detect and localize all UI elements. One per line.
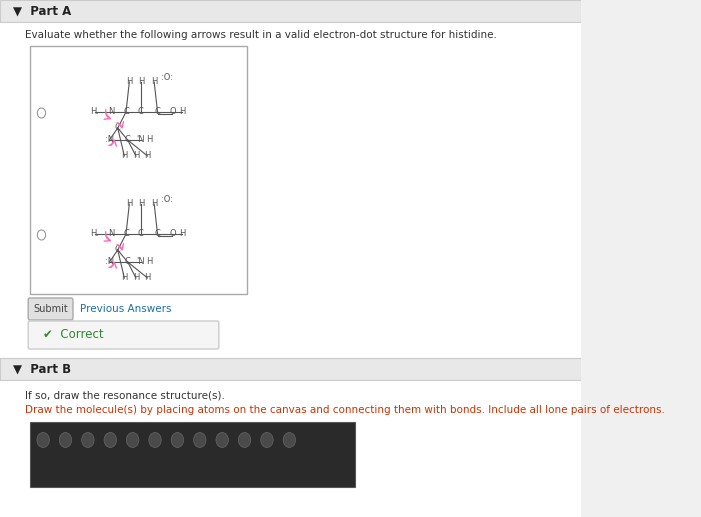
Circle shape — [171, 433, 184, 448]
Text: Previous Answers: Previous Answers — [80, 304, 171, 314]
FancyBboxPatch shape — [30, 422, 355, 487]
Text: H: H — [121, 273, 128, 282]
FancyBboxPatch shape — [28, 298, 73, 320]
Circle shape — [149, 433, 161, 448]
Text: O: O — [169, 108, 176, 116]
Circle shape — [193, 433, 206, 448]
Text: C: C — [155, 230, 161, 238]
Text: C: C — [115, 124, 121, 132]
Circle shape — [261, 433, 273, 448]
Text: H: H — [151, 78, 158, 86]
Circle shape — [283, 433, 296, 448]
Circle shape — [126, 433, 139, 448]
Text: H: H — [179, 108, 186, 116]
Text: H.: H. — [90, 108, 99, 116]
Text: :O:: :O: — [161, 195, 173, 205]
FancyBboxPatch shape — [30, 46, 247, 294]
Text: H: H — [121, 151, 128, 160]
Text: N: N — [108, 108, 114, 116]
Text: H: H — [151, 200, 158, 208]
Text: :N: :N — [105, 257, 114, 266]
Text: C: C — [123, 108, 129, 116]
FancyBboxPatch shape — [0, 380, 581, 517]
Text: H: H — [132, 273, 139, 282]
Text: C: C — [155, 108, 161, 116]
Text: 'N: 'N — [137, 257, 145, 266]
Text: Evaluate whether the following arrows result in a valid electron-dot structure f: Evaluate whether the following arrows re… — [25, 30, 497, 40]
Text: H.: H. — [90, 230, 99, 238]
Text: H: H — [179, 230, 186, 238]
FancyBboxPatch shape — [28, 321, 219, 349]
Circle shape — [37, 433, 49, 448]
FancyBboxPatch shape — [0, 0, 581, 22]
Text: H: H — [144, 151, 151, 160]
Circle shape — [37, 108, 46, 118]
Text: C: C — [125, 257, 130, 266]
Circle shape — [216, 433, 229, 448]
Text: Draw the molecule(s) by placing atoms on the canvas and connecting them with bon: Draw the molecule(s) by placing atoms on… — [25, 405, 665, 415]
Text: If so, draw the resonance structure(s).: If so, draw the resonance structure(s). — [25, 390, 225, 400]
Circle shape — [104, 433, 116, 448]
Text: H: H — [132, 151, 139, 160]
Text: H: H — [138, 200, 144, 208]
Circle shape — [81, 433, 94, 448]
FancyBboxPatch shape — [0, 22, 581, 362]
Circle shape — [238, 433, 251, 448]
Text: N: N — [108, 230, 114, 238]
Text: C: C — [138, 108, 144, 116]
Text: ▼  Part A: ▼ Part A — [13, 5, 72, 18]
Text: H: H — [126, 200, 132, 208]
Text: Submit: Submit — [33, 304, 68, 314]
Circle shape — [37, 230, 46, 240]
Text: H: H — [144, 273, 151, 282]
Circle shape — [60, 433, 72, 448]
Text: H: H — [138, 78, 144, 86]
FancyBboxPatch shape — [0, 358, 581, 380]
Text: ✔  Correct: ✔ Correct — [43, 328, 104, 342]
Text: C: C — [123, 230, 129, 238]
Text: O: O — [169, 230, 176, 238]
Text: C: C — [115, 246, 121, 254]
Text: C: C — [138, 230, 144, 238]
Text: H: H — [126, 78, 132, 86]
Text: 'N: 'N — [137, 135, 145, 144]
Text: :O:: :O: — [161, 73, 173, 83]
Text: ▼  Part B: ▼ Part B — [13, 362, 72, 375]
Text: :N: :N — [105, 135, 114, 144]
Text: H: H — [146, 135, 152, 144]
Text: H: H — [146, 257, 152, 266]
Text: C: C — [125, 135, 130, 144]
